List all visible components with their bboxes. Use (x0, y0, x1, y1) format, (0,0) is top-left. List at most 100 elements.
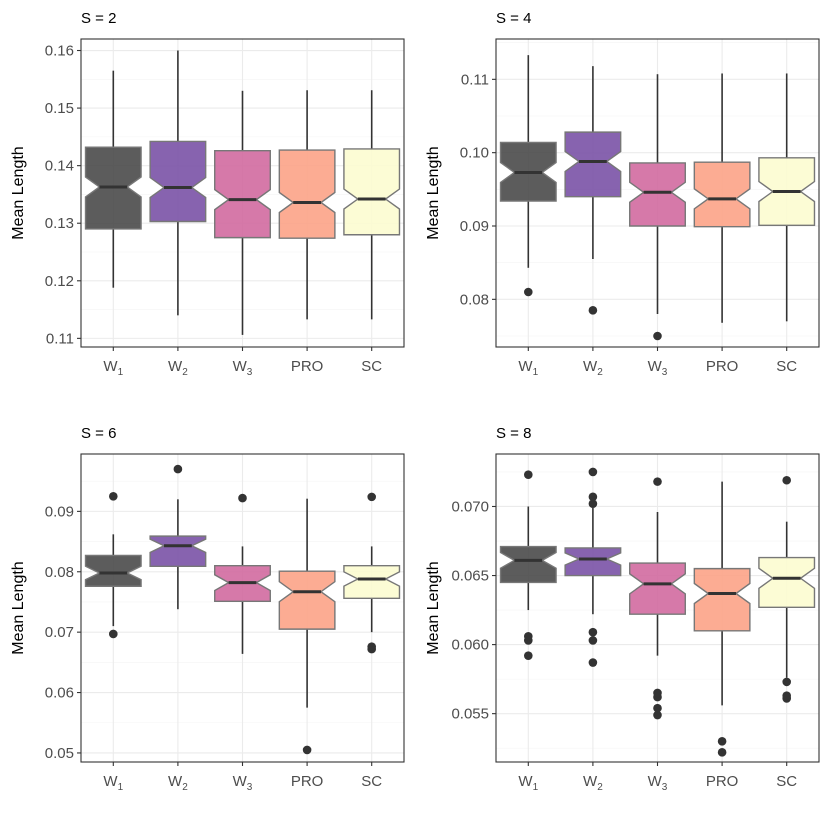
box-pro (693, 73, 751, 323)
outlier-point (588, 499, 598, 509)
x-tick-label: W1 (103, 358, 123, 378)
box-body (629, 162, 686, 227)
y-tick-label: 0.070 (451, 498, 489, 515)
box-body (278, 149, 336, 239)
x-tick-label: SC (776, 773, 797, 790)
y-tick-label: 0.065 (451, 568, 489, 585)
y-tick-label: 0.08 (460, 291, 489, 308)
panel-title: S = 2 (81, 10, 116, 27)
outlier-point (782, 691, 791, 701)
y-axis-label: Mean Length (10, 561, 27, 654)
outlier-point (367, 492, 377, 502)
box-w1 (84, 491, 142, 639)
outlier-point (524, 287, 533, 297)
outlier-point (653, 710, 662, 720)
outlier-point (782, 677, 791, 687)
box-sc (758, 73, 816, 322)
x-tick-label: PRO (291, 773, 324, 790)
panel-4: 0.055 0.060 0.065 0.070 W1 W2 W3 PRO SC S = 8 Mean… (425, 425, 820, 793)
outlier-point (109, 491, 118, 501)
panel-title: S = 4 (496, 10, 531, 27)
box-body (278, 570, 336, 630)
box-sc (758, 475, 816, 703)
x-tick-label: W1 (518, 773, 538, 793)
x-tick-label: SC (776, 358, 797, 375)
y-tick-label: 0.06 (45, 685, 74, 702)
outlier-point (717, 736, 727, 746)
x-tick-label: W2 (583, 358, 603, 378)
outlier-point (524, 470, 533, 480)
box-body (343, 565, 401, 600)
outlier-point (367, 642, 377, 651)
box-w3 (214, 90, 271, 335)
box-pro (693, 481, 751, 757)
panel-1: 0.11 0.12 0.13 0.14 0.15 0.16 W1 W2 W3 PRO SC S = 2… (10, 10, 405, 378)
box-w2 (564, 467, 622, 667)
x-tick-label: PRO (706, 773, 739, 790)
y-tick-label: 0.05 (45, 745, 74, 762)
y-tick-label: 0.14 (45, 158, 74, 175)
outlier-point (524, 651, 533, 660)
box-sc (343, 90, 401, 320)
box-sc (343, 492, 401, 654)
panel-title: S = 6 (81, 425, 116, 442)
y-tick-label: 0.09 (460, 218, 489, 235)
outlier-point (782, 475, 791, 485)
box-body (564, 547, 622, 577)
x-tick-label: W3 (233, 773, 253, 793)
box-body (149, 535, 207, 568)
x-tick-label: W2 (168, 358, 188, 378)
outlier-point (173, 464, 183, 474)
y-tick-label: 0.15 (45, 100, 74, 117)
x-tick-label: W3 (648, 773, 668, 793)
outlier-point (302, 745, 312, 755)
outlier-point (109, 629, 118, 639)
box-w1 (499, 55, 557, 297)
y-tick-label: 0.16 (45, 43, 74, 60)
x-tick-label: W2 (168, 773, 188, 793)
outlier-point (653, 703, 662, 713)
box-w2 (149, 464, 207, 610)
box-w1 (84, 70, 142, 288)
outlier-point (717, 748, 727, 757)
y-tick-label: 0.11 (461, 71, 489, 88)
outlier-point (588, 627, 598, 637)
y-axis-label: Mean Length (425, 561, 442, 654)
y-tick-label: 0.11 (46, 330, 74, 347)
y-tick-label: 0.055 (451, 706, 489, 723)
x-tick-label: W3 (648, 358, 668, 378)
box-body (84, 554, 142, 587)
outlier-point (588, 492, 598, 502)
outlier-point (588, 306, 598, 315)
y-tick-label: 0.12 (45, 273, 74, 290)
x-tick-label: W1 (103, 773, 123, 793)
box-body (629, 562, 686, 615)
box-body (499, 545, 557, 584)
y-tick-label: 0.09 (45, 503, 74, 520)
x-tick-label: W1 (518, 358, 538, 378)
y-tick-label: 0.060 (451, 637, 489, 654)
panel-2: 0.08 0.09 0.10 0.11 W1 W2 W3 PRO SC S = 4 Mean Len… (425, 10, 820, 378)
box-body (758, 556, 816, 609)
box-w3 (214, 493, 271, 654)
panel-title: S = 8 (496, 425, 531, 442)
x-tick-label: W2 (583, 773, 603, 793)
y-tick-label: 0.10 (460, 145, 489, 162)
y-axis-label: Mean Length (425, 146, 442, 239)
x-tick-label: SC (361, 773, 382, 790)
x-tick-label: PRO (291, 358, 324, 375)
box-w1 (499, 470, 557, 660)
outlier-point (653, 477, 662, 486)
y-tick-label: 0.13 (45, 215, 74, 232)
box-body (214, 149, 271, 239)
box-body (149, 140, 207, 223)
box-pro (278, 498, 336, 755)
outlier-point (588, 658, 598, 667)
outlier-point (588, 636, 598, 645)
x-tick-label: SC (361, 358, 382, 375)
box-w2 (149, 50, 207, 316)
x-tick-label: W3 (233, 358, 253, 378)
outlier-point (588, 467, 598, 477)
panel-3: 0.05 0.06 0.07 0.08 0.09 W1 W2 W3 PRO SC S = 6 Mean… (10, 425, 405, 793)
y-tick-label: 0.07 (45, 624, 74, 641)
